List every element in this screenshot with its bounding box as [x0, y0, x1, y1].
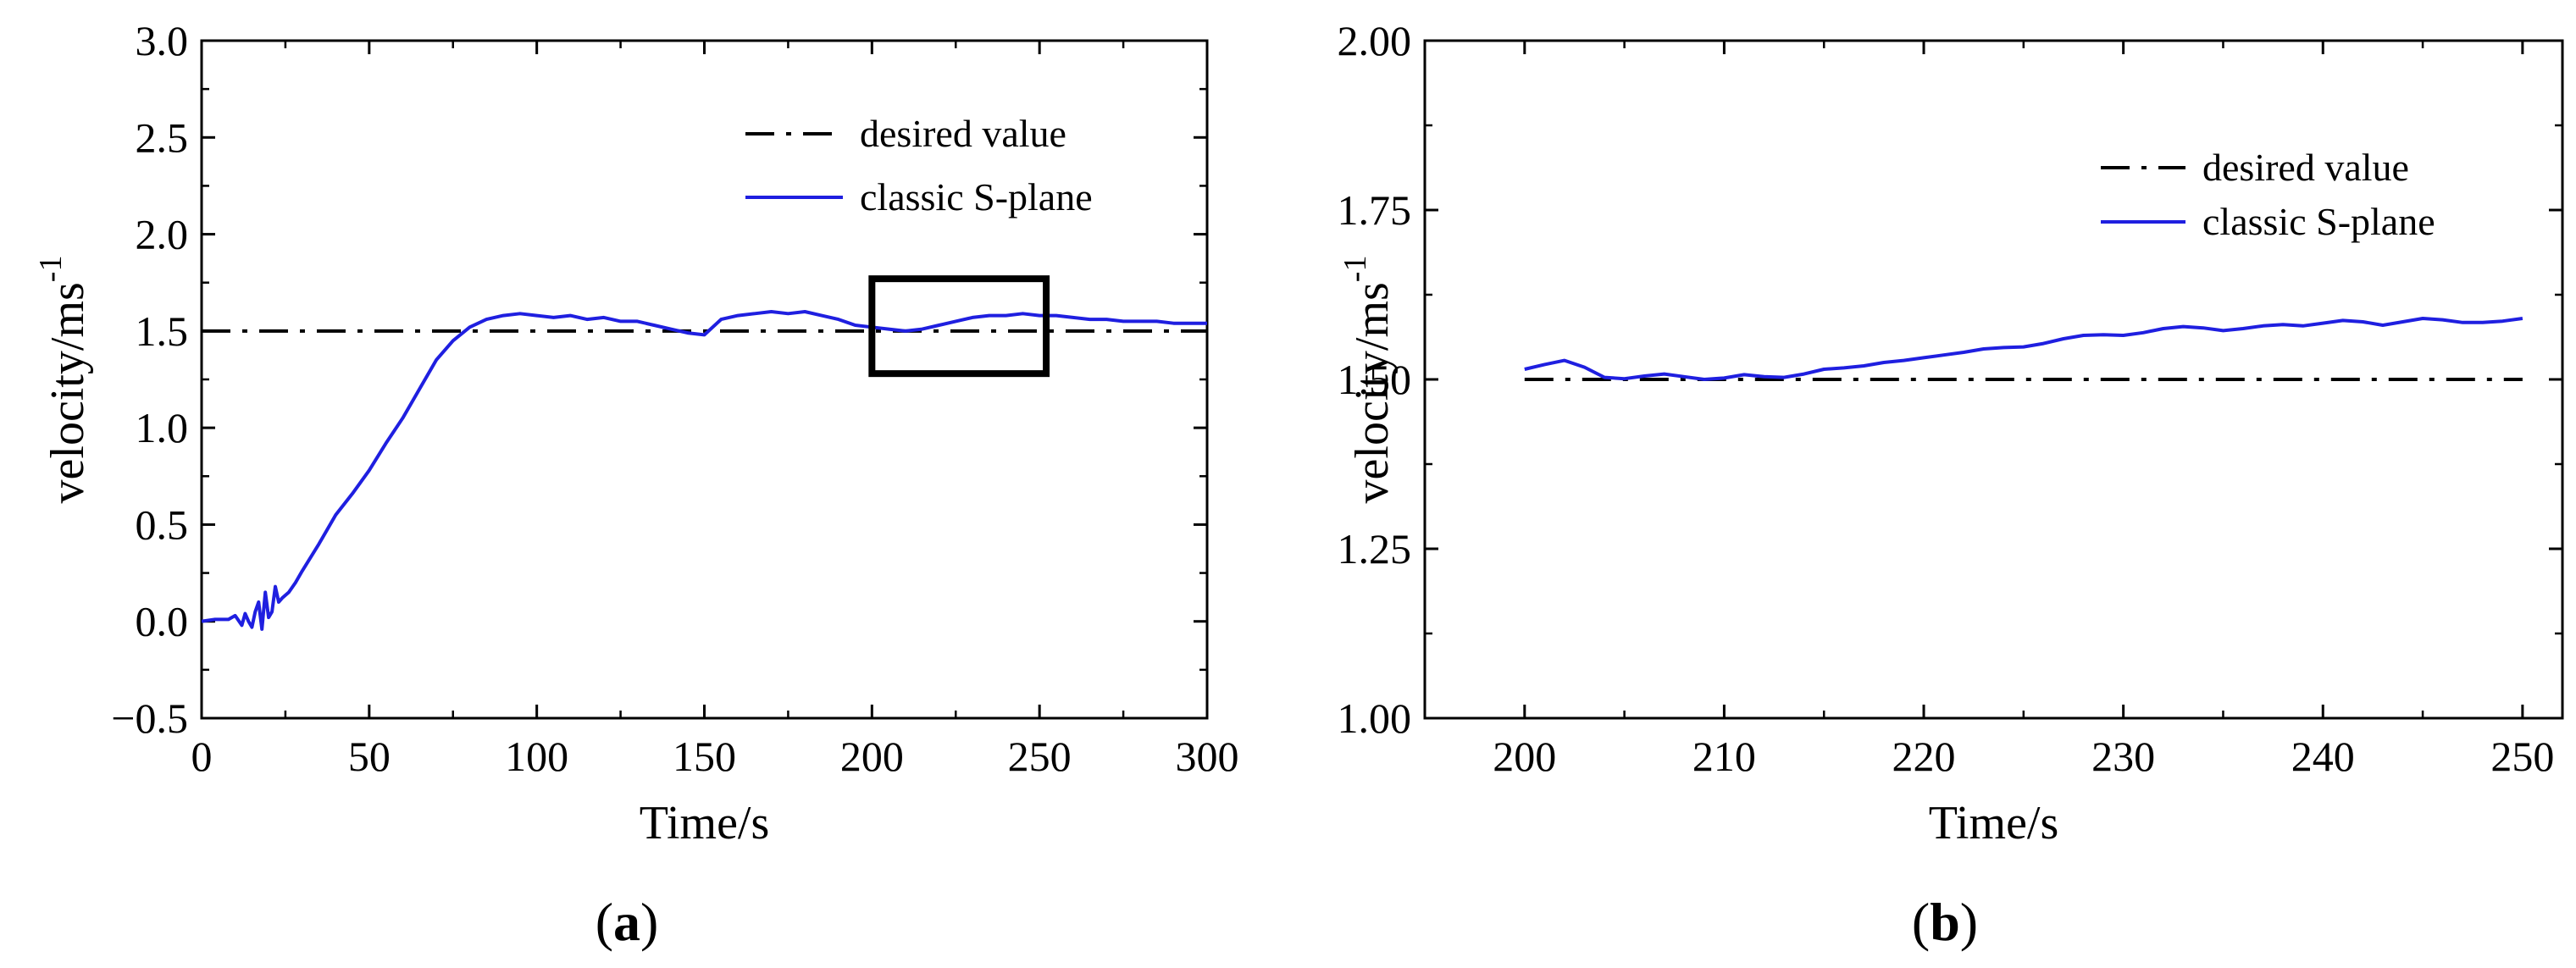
- panel-a-x-tick-label: 200: [840, 733, 904, 780]
- panel-b-label-part: (: [1912, 892, 1930, 952]
- panel-b-label-part: ): [1960, 892, 1978, 952]
- panel-b-x-tick-label: 200: [1493, 733, 1556, 780]
- panel-a-x-tick-label: 50: [348, 733, 391, 780]
- panel-a-x-tick-label: 250: [1008, 733, 1072, 780]
- panel-a-y-tick-label: −0.5: [111, 694, 188, 742]
- panel-b-y-tick-label: 1.00: [1338, 694, 1412, 742]
- panel-a-chart: 0 50 100 150 200 250 300 −0.5 0.0 0.5 1.0 1.5 2.0 2.5…: [33, 17, 1239, 952]
- panel-a-zoom-box: [868, 275, 1050, 378]
- panel-a-x-tick-label: 0: [191, 733, 213, 780]
- panel-a-y-tick-label: 2.5: [136, 113, 189, 161]
- panel-a-y-axis-title-superscript: -1: [33, 256, 69, 283]
- panel-a-y-tick-label: 2.0: [136, 211, 189, 258]
- panel-a-y-tick-label: 0.0: [136, 598, 189, 645]
- panel-b-label: (b): [1912, 892, 1978, 952]
- panel-a-label-part: ): [640, 892, 658, 952]
- panel-b-y-axis-title-superscript: -1: [1338, 256, 1373, 283]
- panel-a-y-axis-title-text: velocity/ms: [42, 282, 94, 503]
- panel-b-y-axis-title: velocity/ms-1: [1338, 256, 1399, 504]
- panel-a-x-tick-label: 300: [1176, 733, 1239, 780]
- panel-b-label-part: b: [1930, 892, 1960, 952]
- panel-a-y-tick-label: 1.0: [136, 404, 189, 451]
- panel-b-chart: 200 210 220 230 240 250 1.00 1.25 1.50 1.75 2.00 Ti…: [1338, 17, 2564, 952]
- panel-a-label-part: a: [613, 892, 640, 952]
- panel-a-y-tick-label: 3.0: [136, 17, 189, 64]
- panel-b-y-tick-label: 2.00: [1338, 17, 1412, 64]
- panel-b-legend-label-classic-s-plane: classic S-plane: [2202, 200, 2435, 243]
- panel-a-x-tick-label: 150: [673, 733, 736, 780]
- panel-a-x-tick-label: 100: [505, 733, 568, 780]
- panel-a-x-axis-title: Time/s: [640, 797, 770, 849]
- panel-b-x-tick-label: 240: [2291, 733, 2355, 780]
- panel-b-y-tick-label: 1.25: [1338, 525, 1412, 573]
- panel-b-y-tick-label: 1.50: [1338, 356, 1412, 403]
- panel-a-y-tick-label: 0.5: [136, 501, 189, 548]
- panel-b-x-tick-label: 230: [2091, 733, 2155, 780]
- panel-b-y-tick-label: 1.75: [1338, 186, 1412, 234]
- panel-b-x-tick-label: 210: [1692, 733, 1756, 780]
- panel-a-label: (a): [596, 892, 659, 952]
- panel-a-legend-label-desired-value: desired value: [860, 112, 1066, 155]
- panel-a-series-classic-s-plane: [202, 310, 1207, 631]
- panel-a-y-axis-title: velocity/ms-1: [33, 256, 94, 504]
- panel-b-x-tick-label: 250: [2490, 733, 2554, 780]
- panel-b-y-axis-title-text: velocity/ms: [1346, 282, 1399, 503]
- panel-b-x-tick-label: 220: [1892, 733, 1956, 780]
- panel-a-legend-label-classic-s-plane: classic S-plane: [860, 175, 1093, 218]
- panel-b-series-classic-s-plane: [1524, 317, 2523, 381]
- panel-b-x-axis-title: Time/s: [1929, 797, 2059, 849]
- panel-b-legend-label-desired-value: desired value: [2202, 146, 2409, 189]
- panel-a-label-part: (: [596, 892, 613, 952]
- panel-a-y-tick-label: 1.5: [136, 307, 189, 355]
